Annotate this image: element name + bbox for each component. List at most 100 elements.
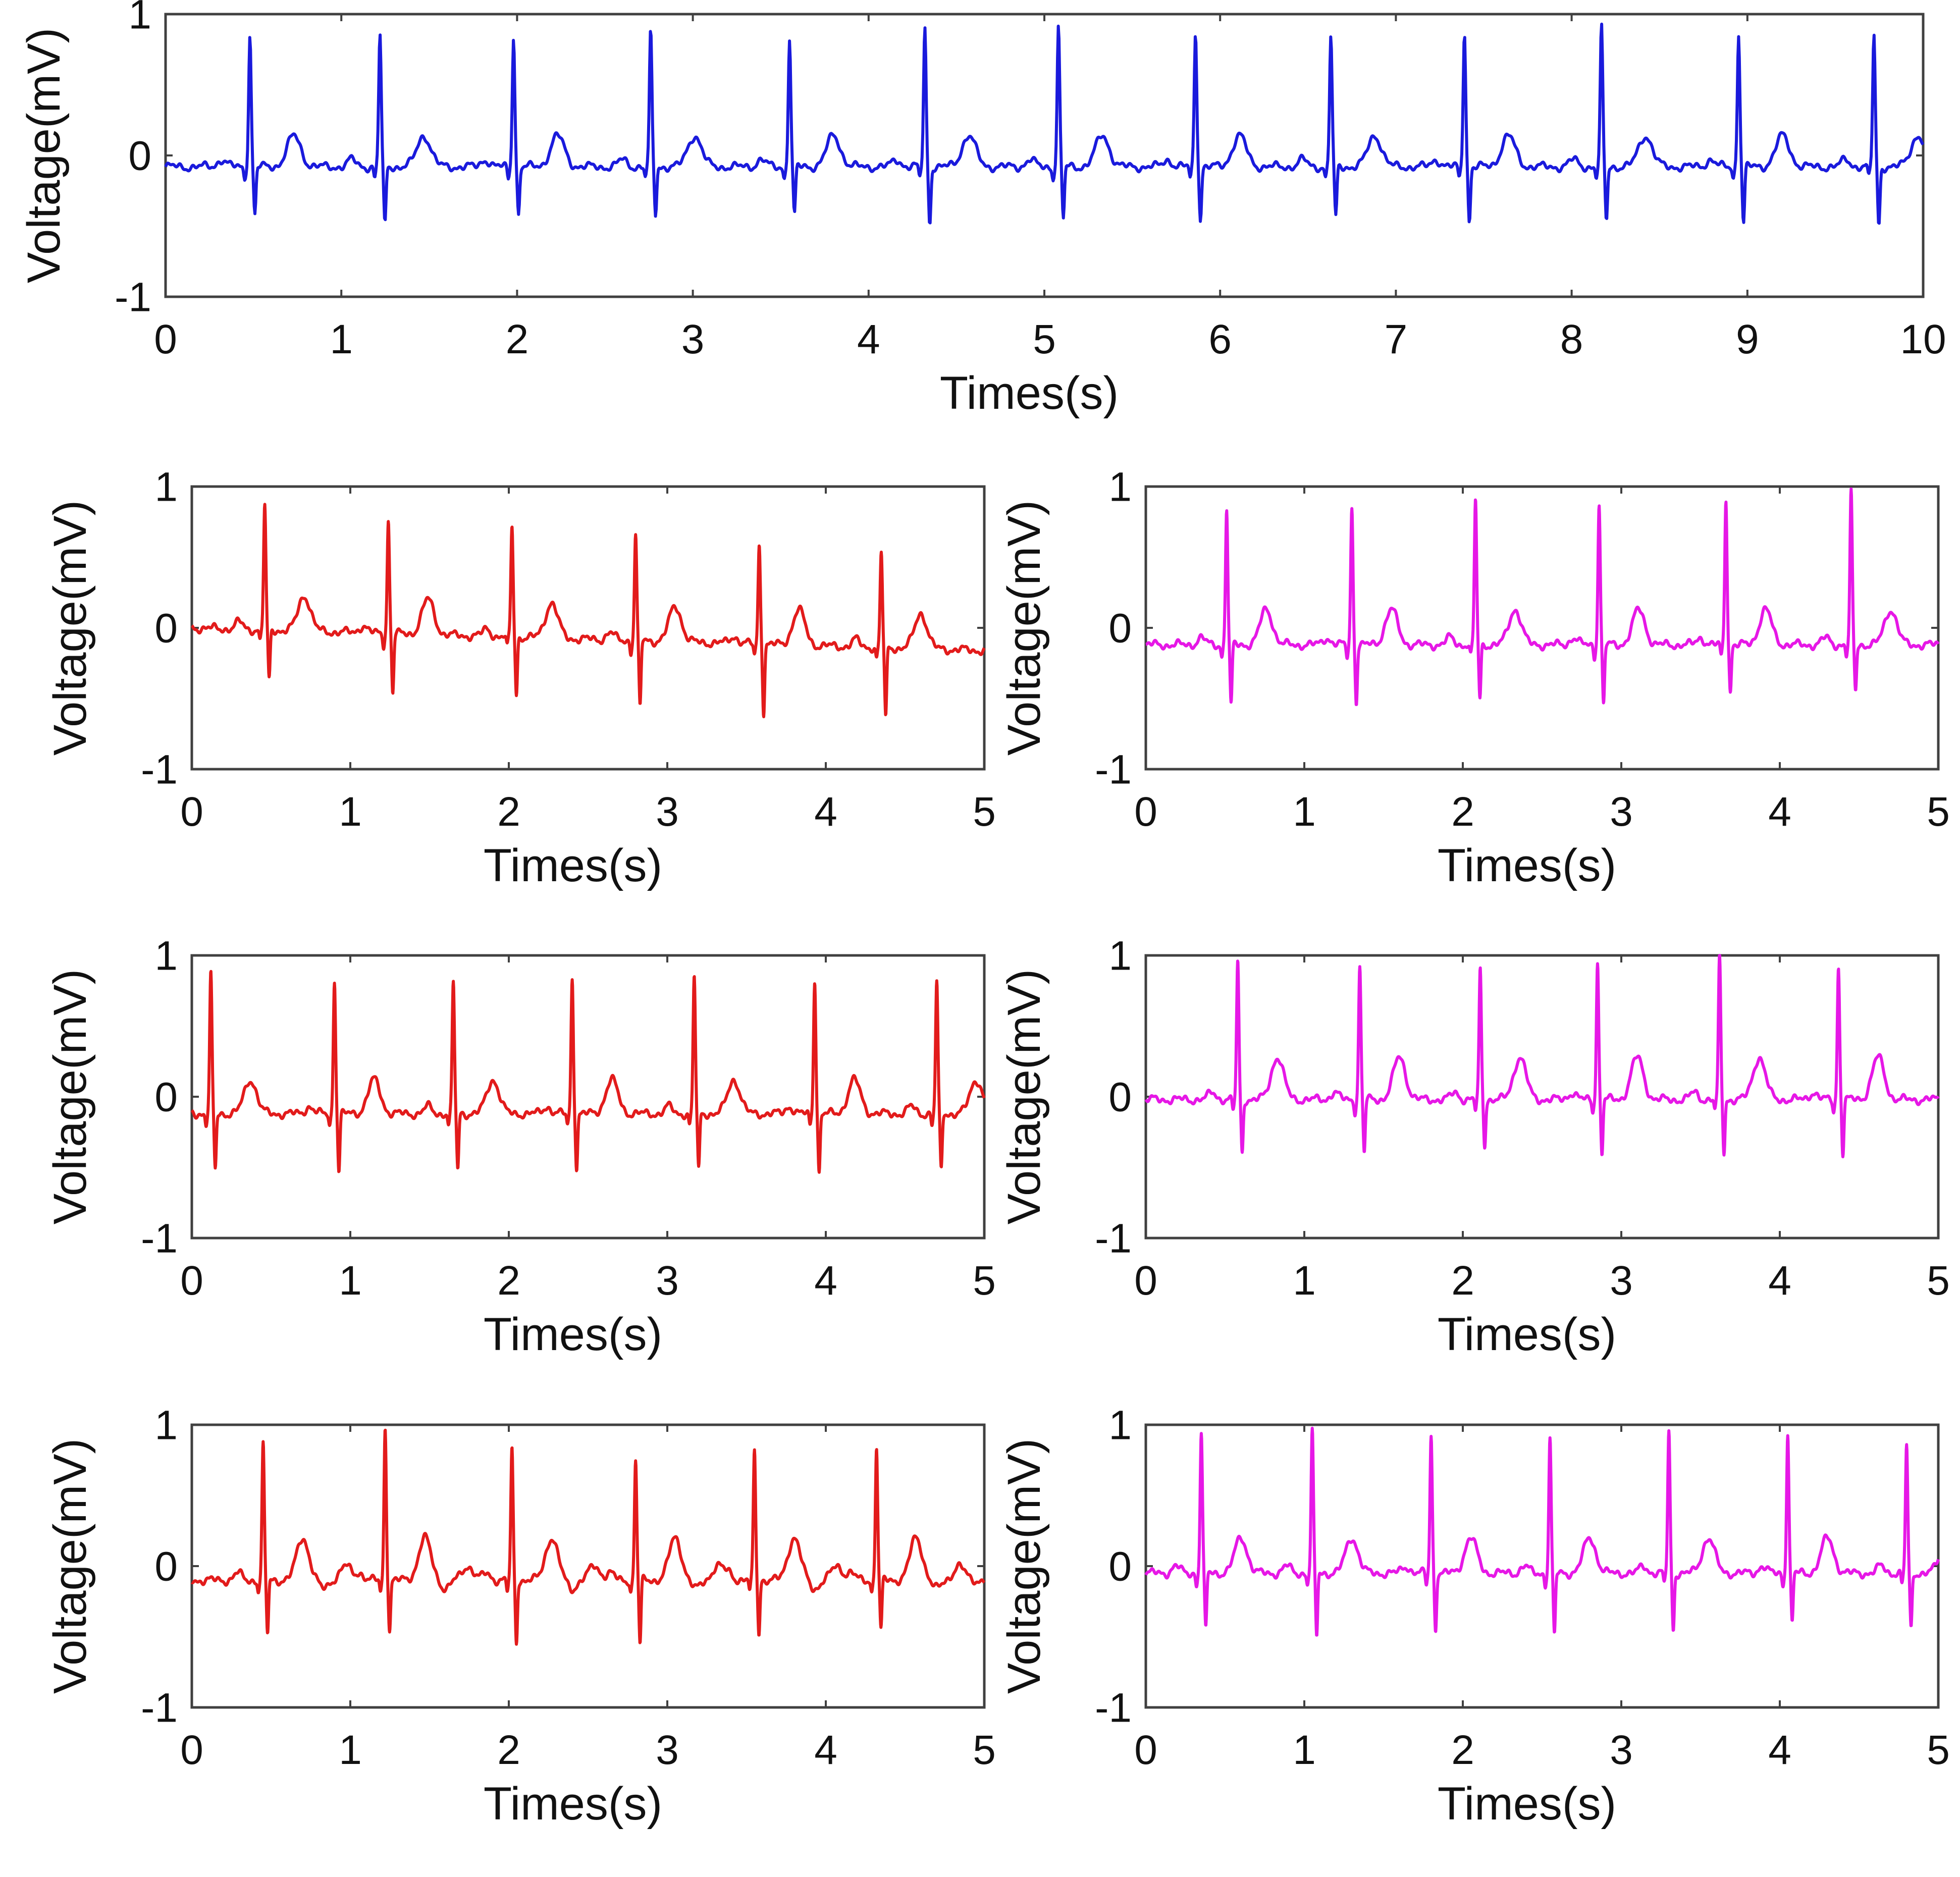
x-tick-label: 5 bbox=[973, 789, 996, 835]
ecg-trace-line bbox=[190, 1428, 986, 1646]
x-tick-label: 4 bbox=[814, 1258, 837, 1304]
x-tick-label: 2 bbox=[1451, 1258, 1474, 1304]
x-tick-label: 2 bbox=[1451, 789, 1474, 835]
x-tick-label: 3 bbox=[681, 316, 705, 362]
y-tick-label: 0 bbox=[1108, 606, 1132, 652]
plot-frame bbox=[1144, 485, 1940, 771]
x-tick-label: 2 bbox=[497, 1727, 520, 1773]
x-tick-label: 1 bbox=[330, 316, 353, 362]
ecg-trace-line bbox=[164, 22, 1925, 225]
y-tick-label: -1 bbox=[141, 1685, 178, 1731]
y-tick-label: -1 bbox=[1095, 747, 1132, 793]
x-tick-label: 5 bbox=[1927, 1258, 1950, 1304]
x-tick-label: 3 bbox=[1610, 1727, 1633, 1773]
x-tick-label: 2 bbox=[497, 1258, 520, 1304]
x-tick-label: 1 bbox=[339, 789, 362, 835]
x-tick-label: 5 bbox=[973, 1727, 996, 1773]
x-axis-label: Times(s) bbox=[940, 367, 1119, 419]
x-tick-label: 5 bbox=[973, 1258, 996, 1304]
y-tick-label: -1 bbox=[141, 1216, 178, 1262]
y-axis-label: Voltage(mV) bbox=[998, 1438, 1050, 1694]
x-tick-label: 0 bbox=[1134, 789, 1157, 835]
y-axis-label: Voltage(mV) bbox=[44, 969, 96, 1224]
x-tick-label: 5 bbox=[1927, 1727, 1950, 1773]
y-tick-label: 1 bbox=[154, 933, 178, 979]
y-axis-label: Voltage(mV) bbox=[44, 500, 96, 756]
y-tick-label: 1 bbox=[1108, 1403, 1132, 1449]
x-tick-label: 3 bbox=[656, 789, 679, 835]
x-tick-label: 4 bbox=[1768, 789, 1791, 835]
y-tick-label: -1 bbox=[1095, 1216, 1132, 1262]
x-tick-label: 0 bbox=[1134, 1727, 1157, 1773]
plot-frame bbox=[190, 954, 986, 1240]
y-tick-label: 0 bbox=[1108, 1075, 1132, 1120]
x-tick-label: 4 bbox=[1768, 1258, 1791, 1304]
x-tick-label: 4 bbox=[814, 1727, 837, 1773]
y-tick-label: 1 bbox=[1108, 464, 1132, 510]
y-tick-label: 0 bbox=[154, 1544, 178, 1590]
x-tick-label: 3 bbox=[1610, 1258, 1633, 1304]
x-axis-label: Times(s) bbox=[1438, 1309, 1616, 1360]
plot-frame bbox=[190, 1423, 986, 1709]
y-axis-label: Voltage(mV) bbox=[998, 500, 1050, 756]
y-tick-label: 0 bbox=[1108, 1544, 1132, 1590]
y-tick-label: 1 bbox=[128, 0, 151, 38]
x-tick-label: 3 bbox=[656, 1258, 679, 1304]
y-axis-label: Voltage(mV) bbox=[18, 28, 70, 283]
x-tick-label: 10 bbox=[1900, 316, 1946, 362]
plot-frame bbox=[164, 13, 1925, 298]
x-tick-label: 2 bbox=[1451, 1727, 1474, 1773]
x-tick-label: 0 bbox=[1134, 1258, 1157, 1304]
x-tick-label: 3 bbox=[1610, 789, 1633, 835]
x-tick-label: 0 bbox=[180, 1727, 203, 1773]
x-tick-label: 1 bbox=[1293, 789, 1316, 835]
y-tick-label: -1 bbox=[141, 747, 178, 793]
x-tick-label: 0 bbox=[154, 316, 177, 362]
plot-frame bbox=[1144, 1423, 1940, 1709]
x-axis-label: Times(s) bbox=[484, 840, 662, 891]
ecg-trace-line bbox=[190, 970, 986, 1174]
y-axis-label: Voltage(mV) bbox=[998, 969, 1050, 1224]
ecg-trace-line bbox=[190, 503, 986, 719]
y-axis-label: Voltage(mV) bbox=[44, 1438, 96, 1694]
x-tick-label: 1 bbox=[1293, 1727, 1316, 1773]
x-tick-label: 1 bbox=[339, 1727, 362, 1773]
x-tick-label: 4 bbox=[857, 316, 880, 362]
x-axis-label: Times(s) bbox=[1438, 840, 1616, 891]
x-tick-label: 2 bbox=[506, 316, 529, 362]
x-tick-label: 0 bbox=[180, 1258, 203, 1304]
x-tick-label: 2 bbox=[497, 789, 520, 835]
ecg-trace-line bbox=[1144, 1426, 1940, 1637]
x-tick-label: 1 bbox=[1293, 1258, 1316, 1304]
x-tick-label: 7 bbox=[1385, 316, 1408, 362]
ecg-trace-line bbox=[1144, 487, 1940, 706]
y-tick-label: 0 bbox=[128, 133, 151, 179]
x-tick-label: 0 bbox=[180, 789, 203, 835]
x-axis-label: Times(s) bbox=[1438, 1778, 1616, 1830]
x-tick-label: 8 bbox=[1560, 316, 1583, 362]
y-tick-label: 1 bbox=[154, 464, 178, 510]
y-tick-label: -1 bbox=[115, 275, 151, 320]
plot-frame bbox=[190, 485, 986, 771]
ecg-trace-line bbox=[1144, 954, 1940, 1158]
y-tick-label: -1 bbox=[1095, 1685, 1132, 1731]
x-tick-label: 5 bbox=[1033, 316, 1056, 362]
x-tick-label: 9 bbox=[1736, 316, 1759, 362]
x-tick-label: 5 bbox=[1927, 789, 1950, 835]
x-tick-label: 1 bbox=[339, 1258, 362, 1304]
y-tick-label: 0 bbox=[154, 606, 178, 652]
x-axis-label: Times(s) bbox=[484, 1778, 662, 1830]
x-tick-label: 4 bbox=[814, 789, 837, 835]
y-tick-label: 1 bbox=[1108, 933, 1132, 979]
x-tick-label: 3 bbox=[656, 1727, 679, 1773]
y-tick-label: 0 bbox=[154, 1075, 178, 1120]
x-tick-label: 6 bbox=[1208, 316, 1232, 362]
